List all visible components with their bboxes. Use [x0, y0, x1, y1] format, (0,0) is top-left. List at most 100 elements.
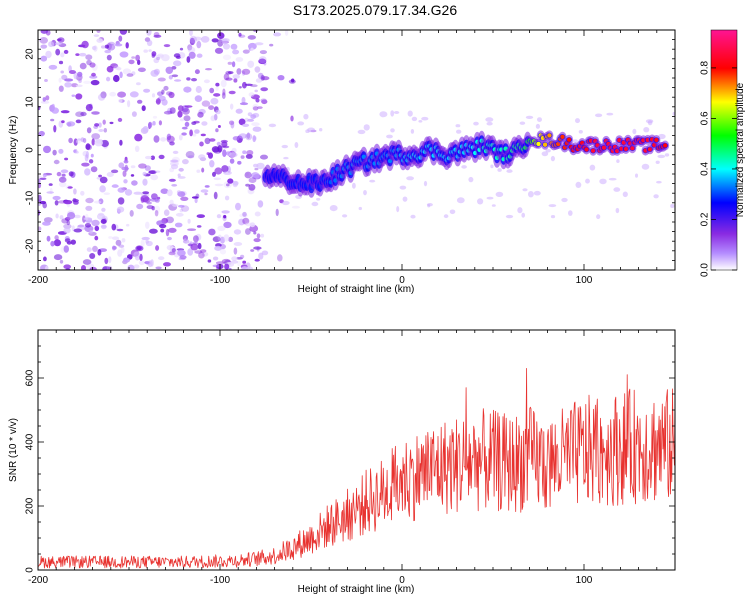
spectrogram-noise-blob	[80, 111, 87, 117]
spectrogram-noise-blob	[255, 78, 263, 83]
spectrogram-noise-blob	[410, 214, 416, 219]
spectrogram-noise-blob	[118, 244, 125, 248]
spectrogram-noise-blob	[194, 250, 203, 254]
spectrogram-noise-blob	[154, 210, 159, 217]
spectrogram-noise-blob	[60, 110, 70, 114]
colorbar-gradient	[710, 29, 738, 271]
spectrogram-noise-blob	[200, 133, 206, 137]
spectrogram-noise-blob	[229, 120, 235, 126]
spectrogram-noise-blob	[219, 248, 227, 255]
spectrogram-noise-blob	[91, 138, 95, 146]
spectrogram-noise-blob	[236, 68, 242, 75]
spectrogram-noise-blob	[213, 177, 221, 181]
spectrogram-noise-blob	[40, 100, 50, 104]
spectrogram-noise-blob	[90, 153, 94, 158]
spectrogram-noise-blob	[148, 121, 153, 128]
spectrogram-noise-blob	[254, 42, 264, 46]
spectrogram-noise-blob	[228, 236, 234, 242]
spectrogram-noise-blob	[123, 159, 129, 164]
spectrogram-noise-blob	[163, 44, 171, 48]
spectrogram-noise-blob	[198, 251, 205, 259]
spectrogram-noise-blob	[261, 76, 270, 81]
spectrogram-noise-blob	[227, 61, 233, 65]
spectrogram-noise-blob	[64, 238, 71, 243]
spectrogram-noise-blob	[233, 78, 238, 83]
spectrogram-noise-blob	[89, 253, 96, 259]
spectrogram-noise-blob	[142, 126, 149, 133]
snr-panel: -200 -100 0 100 0 200 400 600 Height of straig…	[8, 329, 676, 595]
spectrogram-noise-blob	[537, 117, 542, 122]
spectrogram-noise-blob	[519, 121, 526, 125]
spectrogram-noise-blob	[117, 197, 125, 205]
spectrogram-noise-blob	[85, 104, 93, 112]
spectrogram-noise-blob	[291, 78, 295, 83]
spectrogram-noise-blob	[217, 234, 222, 241]
spectrogram-noise-blob	[230, 103, 234, 110]
spectrogram-noise-blob	[195, 85, 202, 94]
spectrogram-noise-blob	[163, 110, 173, 115]
spectrogram-noise-blob	[261, 250, 269, 256]
spectrogram-noise-blob	[386, 134, 393, 139]
spectrogram-noise-blob	[456, 197, 465, 204]
spectrogram-noise-blob	[97, 213, 105, 220]
spectrogram-noise-blob	[43, 145, 51, 154]
spectrogram-noise-blob	[131, 111, 137, 117]
spectrogram-noise-blob	[257, 106, 263, 109]
spectrogram-noise-blob	[221, 165, 229, 173]
spectrogram-noise-blob	[98, 129, 104, 132]
spectrogram-noise-blob	[615, 207, 620, 214]
spectrogram-noise-blob	[115, 239, 122, 246]
spectrogram-noise-blob	[256, 162, 265, 170]
spectrogram-noise-blob	[198, 154, 206, 160]
spectrogram-noise-blob	[59, 215, 64, 220]
spectrogram-noise-blob	[104, 257, 109, 265]
spectrogram-noise-blob	[255, 98, 260, 103]
spectrogram-noise-blob	[146, 201, 152, 205]
spectrogram-noise-blob	[111, 223, 117, 231]
spectrogram-noise-blob	[208, 228, 216, 236]
spectrogram-noise-blob	[214, 245, 223, 251]
spectrogram-noise-blob	[188, 51, 196, 59]
spectrogram-noise-blob	[124, 189, 133, 196]
spectrogram-noise-blob	[169, 107, 176, 114]
spectrogram-noise-blob	[38, 178, 41, 184]
spectrogram-noise-blob	[194, 129, 200, 134]
spectrogram-noise-blob	[182, 239, 190, 244]
spectrogram-noise-blob	[252, 106, 259, 111]
spectrogram-noise-blob	[155, 266, 162, 270]
spectrogram-noise-blob	[672, 111, 675, 116]
spectrogram-noise-blob	[119, 71, 123, 79]
spectrogram-noise-blob	[261, 99, 268, 105]
signal-track-core	[663, 143, 668, 148]
spectrogram-noise-blob	[473, 121, 479, 126]
spectrogram-noise-blob	[525, 115, 534, 119]
spectrogram-noise-blob	[231, 256, 238, 261]
spectrogram-noise-blob	[244, 171, 252, 179]
snr-x-ticks: -200 -100 0 100	[28, 330, 676, 586]
spectrogram-noise-blob	[118, 35, 123, 42]
spectrogram-noise-blob	[163, 85, 169, 91]
spectrogram-noise-blob	[58, 181, 67, 188]
spectrogram-noise-blob	[153, 135, 160, 143]
spectrogram-noise-blob	[154, 205, 160, 213]
spectrogram-noise-blob	[171, 74, 179, 78]
spectrogram-noise-blob	[251, 172, 260, 180]
spectrogram-noise-blob	[122, 68, 131, 75]
spectrogram-noise-blob	[60, 52, 65, 58]
signal-track-core	[623, 146, 629, 152]
spectrogram-noise-blob	[158, 154, 165, 160]
spectrogram-noise-blob	[94, 123, 100, 127]
spectrogram-noise-blob	[108, 256, 112, 264]
spectrogram-noise-blob	[342, 214, 348, 218]
spectrogram-noise-blob	[157, 77, 166, 82]
spectrogram-noise-blob	[153, 68, 160, 75]
spectrogram-noise-blob	[545, 148, 551, 153]
snr-y-ticks: 0 200 400 600	[25, 329, 675, 573]
spectrogram-noise-blob	[135, 245, 144, 252]
spectrogram-noise-blob	[224, 263, 230, 270]
spectrogram-noise-blob	[174, 222, 183, 228]
spectrogram-noise-blob	[358, 206, 362, 211]
spectrogram-noise-blob	[222, 149, 227, 157]
spectrogram-noise-blob	[152, 121, 156, 126]
spectrogram-noise-blob	[133, 264, 140, 269]
